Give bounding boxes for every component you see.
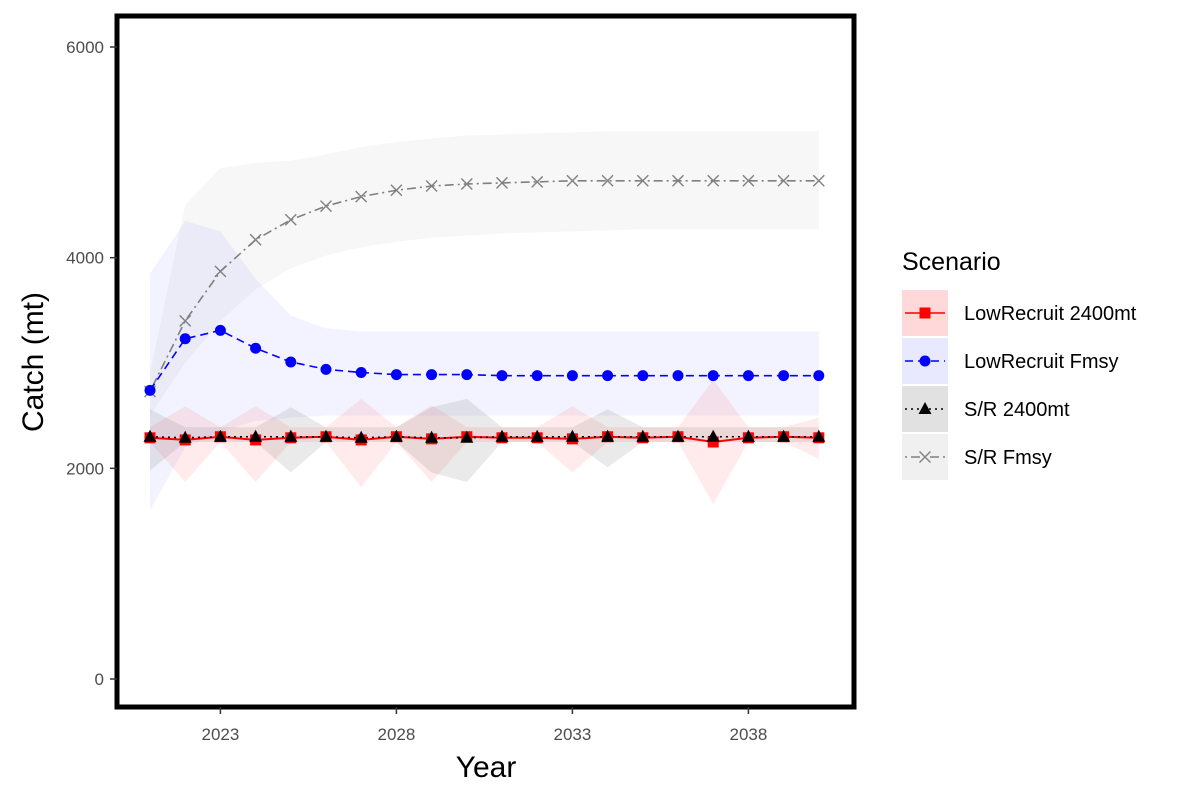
legend-label-s-r-2400mt: S/R 2400mt [964, 399, 1070, 421]
point-s-r-fmsy [496, 176, 508, 189]
point-lowrecruit-fmsy [285, 356, 297, 368]
point-s-r-2400mt [565, 429, 579, 442]
point-s-r-fmsy [742, 174, 755, 187]
point-s-r-fmsy [531, 175, 544, 188]
point-s-r-2400mt [284, 429, 298, 442]
line-lowrecruit-fmsy [149, 329, 819, 391]
line-s-r-fmsy [149, 179, 819, 392]
legend-marker-lowrecruit-2400mt [919, 307, 931, 319]
point-s-r-2400mt [530, 429, 544, 442]
legend-marker-s-r-2400mt [918, 402, 932, 414]
point-s-r-2400mt [601, 429, 615, 442]
point-s-r-fmsy [179, 314, 192, 327]
point-s-r-fmsy [249, 233, 262, 246]
x-axis-title: Year [456, 751, 517, 784]
band-lowrecruit-2400mt [150, 379, 819, 505]
point-s-r-2400mt [671, 429, 685, 442]
band-s-r-2400mt [150, 398, 819, 483]
point-s-r-2400mt [143, 429, 157, 442]
point-lowrecruit-fmsy [602, 370, 614, 382]
point-lowrecruit-fmsy [144, 384, 156, 396]
band-s-r-fmsy [150, 131, 819, 416]
point-s-r-2400mt [495, 429, 509, 442]
point-s-r-2400mt [389, 429, 403, 442]
y-axis: 0 2000 4000 6000 [66, 38, 117, 689]
point-lowrecruit-fmsy [496, 370, 508, 382]
point-s-r-fmsy [672, 174, 684, 187]
point-s-r-2400mt [706, 429, 720, 442]
point-lowrecruit-fmsy [707, 370, 719, 382]
point-s-r-2400mt [460, 430, 474, 443]
point-s-r-fmsy [284, 213, 297, 226]
series-markers [143, 174, 826, 448]
legend-label-lowrecruit-fmsy: LowRecruit Fmsy [964, 351, 1118, 373]
point-s-r-2400mt [249, 429, 263, 442]
point-lowrecruit-fmsy [566, 370, 578, 382]
point-s-r-fmsy [636, 174, 649, 187]
y-tick-label: 6000 [66, 38, 104, 57]
point-s-r-fmsy [355, 190, 368, 203]
point-lowrecruit-fmsy [355, 366, 367, 378]
point-lowrecruit-fmsy [813, 370, 825, 382]
point-s-r-2400mt [213, 429, 227, 442]
point-s-r-2400mt [178, 430, 192, 443]
point-s-r-fmsy [214, 265, 227, 278]
point-s-r-2400mt [354, 430, 368, 443]
point-s-r-fmsy [320, 200, 332, 213]
x-tick-label: 2028 [377, 725, 415, 744]
legend-title: Scenario [902, 248, 1001, 276]
x-tick-label: 2038 [729, 725, 767, 744]
point-lowrecruit-fmsy [250, 342, 262, 354]
point-lowrecruit-fmsy [531, 370, 543, 382]
point-s-r-2400mt [812, 429, 826, 442]
point-lowrecruit-fmsy [320, 363, 332, 375]
y-tick-label: 2000 [66, 459, 104, 478]
point-s-r-2400mt [741, 429, 755, 442]
point-lowrecruit-fmsy [179, 333, 191, 345]
y-axis-title: Catch (mt) [17, 292, 50, 432]
panel-border [114, 13, 857, 710]
point-lowrecruit-fmsy [461, 369, 473, 381]
y-tick-label: 0 [95, 670, 104, 689]
point-s-r-fmsy [460, 177, 473, 190]
legend-label-s-r-fmsy: S/R Fmsy [964, 447, 1052, 469]
point-s-r-2400mt [319, 429, 333, 442]
point-lowrecruit-fmsy [637, 370, 649, 382]
point-s-r-2400mt [777, 429, 791, 442]
point-lowrecruit-fmsy [390, 369, 402, 381]
point-s-r-2400mt [425, 430, 439, 443]
y-tick-label: 4000 [66, 249, 104, 268]
point-lowrecruit-fmsy [214, 324, 226, 336]
point-s-r-fmsy [777, 174, 790, 187]
point-s-r-fmsy [390, 184, 403, 197]
legend-marker-s-r-fmsy [919, 451, 931, 463]
x-tick-label: 2033 [553, 725, 591, 744]
band-lowrecruit-fmsy [150, 220, 819, 511]
point-lowrecruit-fmsy [742, 370, 754, 382]
point-s-r-fmsy [601, 174, 614, 187]
point-s-r-fmsy [566, 174, 579, 187]
point-lowrecruit-fmsy [672, 370, 684, 382]
point-s-r-fmsy [707, 174, 720, 187]
point-s-r-fmsy [812, 174, 825, 187]
legend-marker-lowrecruit-fmsy [919, 355, 931, 367]
confidence-bands [150, 131, 819, 511]
legend: Scenario LowRecruit 2400mt LowRecruit Fms… [902, 248, 1137, 480]
point-lowrecruit-fmsy [778, 370, 790, 382]
x-tick-label: 2023 [201, 725, 239, 744]
point-lowrecruit-fmsy [426, 369, 438, 381]
point-s-r-2400mt [636, 429, 650, 442]
x-axis: 2023 2028 2033 2038 [201, 707, 767, 744]
point-s-r-fmsy [425, 180, 438, 193]
point-lowrecruit-2400mt [707, 436, 719, 448]
legend-label-lowrecruit-2400mt: LowRecruit 2400mt [964, 303, 1137, 325]
